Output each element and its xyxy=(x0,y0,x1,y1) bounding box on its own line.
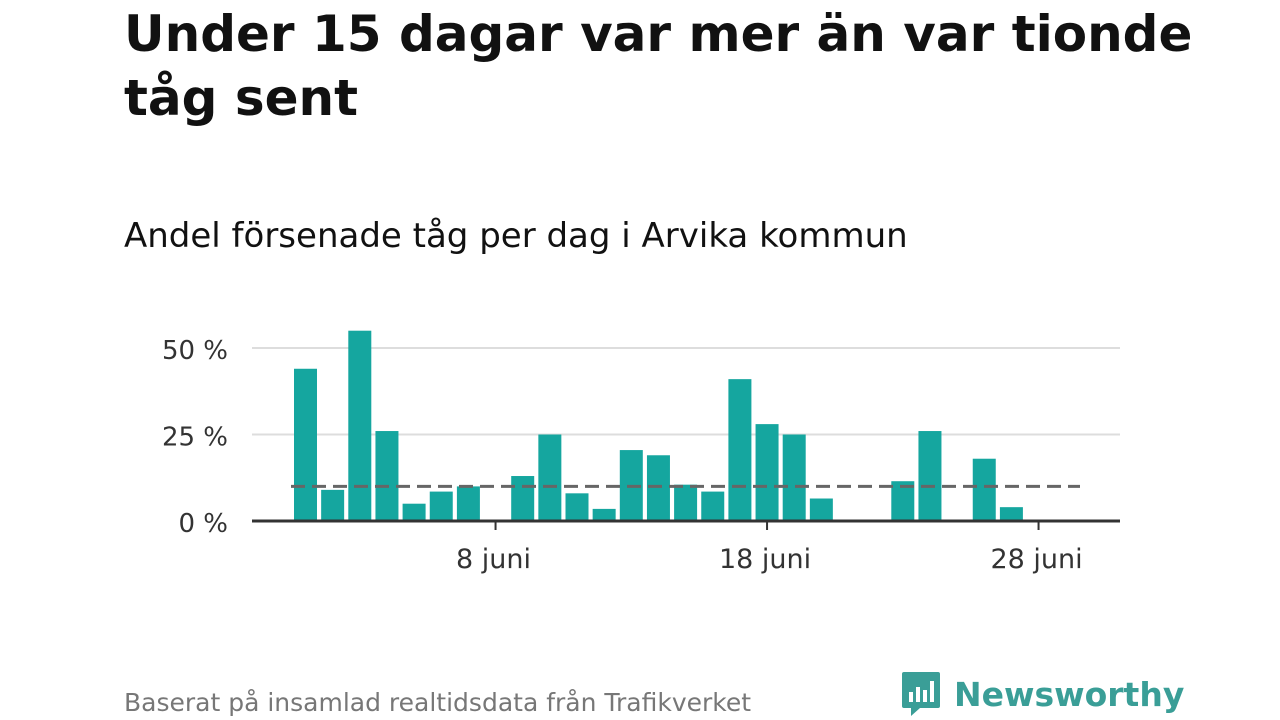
x-tick-label: 8 juni xyxy=(456,544,531,575)
bar xyxy=(891,481,915,521)
chart-subtitle: Andel försenade tåg per dag i Arvika kom… xyxy=(124,216,908,256)
bar xyxy=(592,508,616,521)
x-tick-label: 18 juni xyxy=(719,544,811,575)
bar xyxy=(321,489,345,521)
bar xyxy=(565,493,589,521)
bar xyxy=(972,458,996,521)
y-axis-labels: 0 % 25 % 50 % xyxy=(162,336,228,539)
bar xyxy=(456,486,480,521)
bar xyxy=(728,379,752,521)
gridlines xyxy=(252,347,1120,436)
bar xyxy=(674,484,698,521)
bar xyxy=(782,434,806,521)
source-note: Baserat på insamlad realtidsdata från Tr… xyxy=(124,688,752,717)
bar xyxy=(375,431,399,521)
y-tick-label: 50 % xyxy=(162,336,228,366)
bar xyxy=(511,476,535,521)
newsworthy-logo-icon xyxy=(902,672,940,716)
x-axis xyxy=(252,519,1120,530)
bars xyxy=(294,330,1023,521)
bar xyxy=(809,498,833,521)
bar xyxy=(294,368,317,521)
bar xyxy=(646,455,670,521)
bar xyxy=(538,434,562,521)
brand-name: Newsworthy xyxy=(954,674,1185,714)
x-tick-label: 28 juni xyxy=(990,544,1082,575)
bar xyxy=(429,491,453,521)
bar xyxy=(999,507,1023,521)
y-tick-label: 25 % xyxy=(162,423,228,453)
y-tick-label: 0 % xyxy=(178,509,228,539)
headline: Under 15 dagar var mer än var tionde tåg… xyxy=(124,5,1193,127)
bar xyxy=(348,330,372,521)
brand-logo: Newsworthy xyxy=(900,670,1184,718)
bar xyxy=(402,503,426,521)
bar xyxy=(918,431,942,521)
bar-chart: 0 % 25 % 50 % 8 juni 18 juni 28 juni xyxy=(162,330,1120,575)
x-axis-labels: 8 juni 18 juni 28 juni xyxy=(456,544,1083,575)
bar xyxy=(755,424,779,521)
bar xyxy=(701,491,725,521)
